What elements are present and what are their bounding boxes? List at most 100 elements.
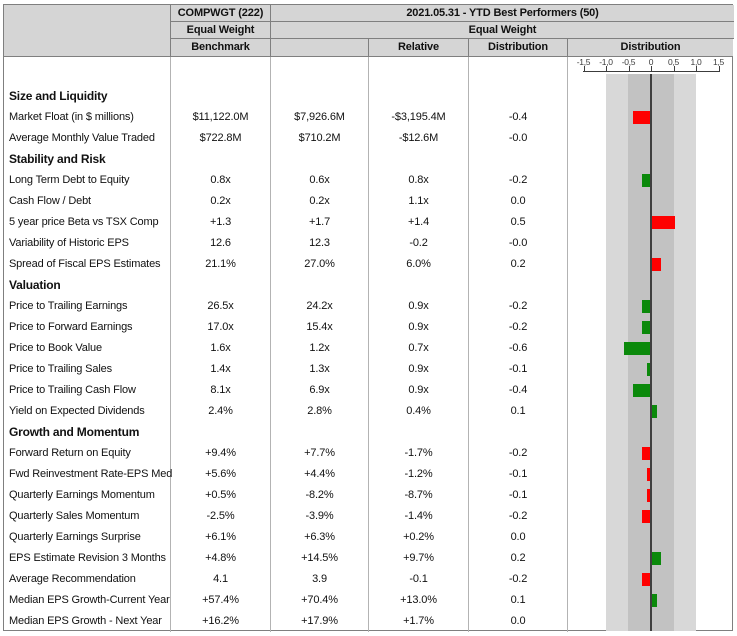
cell-distribution: 0.1: [469, 590, 568, 611]
cell-distribution: -0.2: [469, 317, 568, 338]
cell-relative: -1.7%: [369, 443, 469, 464]
cell-value: 24.2x: [271, 296, 369, 317]
cell-value: 2.8%: [271, 401, 369, 422]
cell-relative: 0.9x: [369, 380, 469, 401]
cell-benchmark: +4.8%: [171, 548, 271, 569]
cell-label: Median EPS Growth - Next Year: [4, 611, 171, 632]
cell-value: 3.9: [271, 569, 369, 590]
cell-value: 1.3x: [271, 359, 369, 380]
distribution-bar: [642, 510, 651, 523]
distribution-chart-header: Distribution: [568, 39, 733, 57]
distribution-axis: -1,5 -1,0 -0,5 0 0,5 1,0 1,5: [568, 57, 733, 86]
zero-line: [650, 74, 652, 631]
table-body: Size and Liquidity Market Float (in $ mil…: [4, 86, 732, 632]
cell-relative: 0.9x: [369, 359, 469, 380]
table-row: Price to Book Value 1.6x 1.2x 0.7x -0.6: [4, 338, 732, 359]
cell-value: +17.9%: [271, 611, 369, 632]
cell-label: EPS Estimate Revision 3 Months: [4, 548, 171, 569]
table-row: Median EPS Growth - Next Year +16.2% +17.9…: [4, 611, 732, 632]
table-row: EPS Estimate Revision 3 Months +4.8% +14.5…: [4, 548, 732, 569]
distribution-column-header: Distribution: [469, 39, 568, 57]
axis-tick: [628, 66, 630, 72]
cell-relative: +9.7%: [369, 548, 469, 569]
cell-label: Quarterly Earnings Surprise: [4, 527, 171, 548]
cell-relative: +13.0%: [369, 590, 469, 611]
cell-distribution: [469, 275, 568, 296]
cell-benchmark: +1.3: [171, 212, 271, 233]
axis-tick: [606, 66, 607, 72]
table-row: Average Monthly Value Traded $722.8M $710.…: [4, 128, 732, 149]
cell-value: -3.9%: [271, 506, 369, 527]
cell-benchmark: $722.8M: [171, 128, 271, 149]
cell-value: 12.3: [271, 233, 369, 254]
distribution-bar: [652, 258, 661, 271]
cell-distribution: 0.2: [469, 254, 568, 275]
cell-distribution: 0.0: [469, 527, 568, 548]
cell-label: Fwd Reinvestment Rate-EPS Med: [4, 464, 172, 485]
cell-relative: [369, 86, 469, 107]
cell-benchmark: [171, 422, 271, 443]
axis-tick: [696, 66, 697, 72]
distribution-bar: [652, 405, 657, 418]
cell-benchmark: 8.1x: [171, 380, 271, 401]
cell-value: 0.2x: [271, 191, 369, 212]
axis-tick: [583, 66, 585, 72]
cell-value: +4.4%: [271, 464, 369, 485]
cell-value: +70.4%: [271, 590, 369, 611]
cell-distribution: 0.0: [469, 611, 568, 632]
cell-benchmark: 17.0x: [171, 317, 271, 338]
cell-distribution: [469, 149, 568, 170]
cell-benchmark: 4.1: [171, 569, 271, 590]
distribution-bar-cell: [568, 212, 732, 233]
table-row: Price to Forward Earnings 17.0x 15.4x 0.9x -…: [4, 317, 732, 338]
cell-relative: -0.1: [369, 569, 469, 590]
cell-distribution: -0.0: [469, 128, 568, 149]
cell-benchmark: 0.8x: [171, 170, 271, 191]
distribution-bar-cell: [568, 380, 732, 401]
cell-label: Spread of Fiscal EPS Estimates: [4, 254, 171, 275]
table-row: Variability of Historic EPS 12.6 12.3 -0.2-…: [4, 233, 732, 254]
axis-spacer-row: [4, 57, 732, 86]
table-row: Price to Trailing Earnings 26.5x 24.2x 0.9x…: [4, 296, 732, 317]
cell-benchmark: 26.5x: [171, 296, 271, 317]
cell-relative: 6.0%: [369, 254, 469, 275]
table-row: Yield on Expected Dividends 2.4% 2.8% 0.4% 0…: [4, 401, 732, 422]
distribution-bar-cell: [568, 464, 732, 485]
cell-relative: [369, 149, 469, 170]
distribution-bar-cell: [568, 590, 732, 611]
distribution-bar: [633, 111, 651, 124]
section-label: Size and Liquidity: [4, 86, 171, 107]
cell-value: $7,926.6M: [271, 107, 369, 128]
cell-value: $710.2M: [271, 128, 369, 149]
benchmark-weighting-header: Equal Weight: [171, 22, 271, 39]
axis-tick-label: 0,5: [668, 57, 679, 67]
cell-benchmark: 1.6x: [171, 338, 271, 359]
cell-benchmark: 1.4x: [171, 359, 271, 380]
table-row: Long Term Debt to Equity 0.8x 0.6x 0.8x -0.2: [4, 170, 732, 191]
table-body-wrapper: Size and Liquidity Market Float (in $ mil…: [4, 57, 732, 632]
cell-distribution: -0.0: [469, 233, 568, 254]
cell-relative: -1.4%: [369, 506, 469, 527]
section-label: Growth and Momentum: [4, 422, 171, 443]
distribution-bar: [642, 573, 651, 586]
table-row: Spread of Fiscal EPS Estimates 21.1% 27.0%…: [4, 254, 732, 275]
cell-benchmark: -2.5%: [171, 506, 271, 527]
cell-benchmark: $11,122.0M: [171, 107, 271, 128]
cell-distribution: -0.1: [469, 464, 568, 485]
cell-relative: [369, 422, 469, 443]
cell-distribution: [469, 422, 568, 443]
distribution-bar: [646, 363, 651, 376]
table-row: Market Float (in $ millions) $11,122.0M $7…: [4, 107, 732, 128]
cell-label: Long Term Debt to Equity: [4, 170, 171, 191]
distribution-bar-cell: [568, 107, 732, 128]
distribution-bar-cell: [568, 485, 732, 506]
axis-tick-label: -1,5: [576, 57, 591, 67]
cell-relative: -$12.6M: [369, 128, 469, 149]
cell-benchmark: +6.1%: [171, 527, 271, 548]
cell-benchmark: +57.4%: [171, 590, 271, 611]
cell-label: Price to Trailing Sales: [4, 359, 171, 380]
cell-label: Price to Trailing Earnings: [4, 296, 171, 317]
distribution-bar-cell: [568, 170, 732, 191]
cell-label: Yield on Expected Dividends: [4, 401, 171, 422]
